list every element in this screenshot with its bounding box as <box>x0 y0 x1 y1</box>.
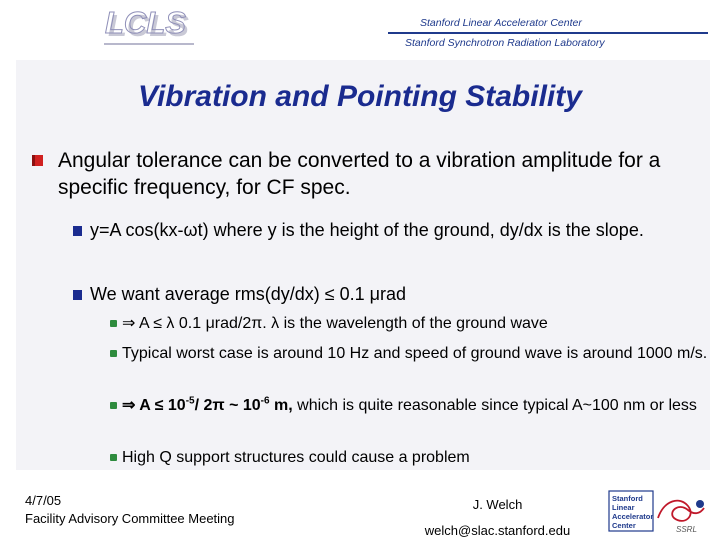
logo-line-1: Stanford <box>612 494 643 503</box>
logo-line-3: Accelerator <box>612 512 653 521</box>
slide-title: Vibration and Pointing Stability <box>138 80 582 113</box>
ssrl-swirl-icon <box>657 499 705 522</box>
bullet-level1: Angular tolerance can be converted to a … <box>32 147 698 201</box>
green-square-bullet-icon <box>110 402 117 409</box>
header-rule <box>388 32 708 34</box>
slac-ssrl-logo: Stanford Linear Accelerator Center SSRL <box>608 490 705 534</box>
footer-left: 4/7/05 Facility Advisory Committee Meeti… <box>25 492 235 528</box>
bullet-text: Typical worst case is around 10 Hz and s… <box>122 345 708 362</box>
lcls-logo-shadow: LCLS <box>108 8 189 43</box>
bullet-text: High Q support structures could cause a … <box>122 449 470 466</box>
footer-email: welch@slac.stanford.edu <box>424 523 571 538</box>
blue-square-bullet-icon <box>73 290 82 300</box>
formula-exponent-1: -5 <box>185 395 195 407</box>
content-background <box>16 60 710 470</box>
bullet-level2: We want average rms(dy/dx) ≤ 0.1 μrad <box>73 283 710 306</box>
bullet-text: y=A cos(kx-ωt) where y is the height of … <box>90 220 644 240</box>
bullet-text: Angular tolerance can be converted to a … <box>58 149 661 199</box>
bullet-level3: ⇒ A ≤ 10-5/ 2π ~ 10-6 m, which is quite … <box>110 395 712 417</box>
lcls-logo: LCLS LCLS <box>104 6 194 45</box>
green-square-bullet-icon <box>110 350 117 357</box>
bullet-text: ⇒ A ≤ λ 0.1 μrad/2π. λ is the wavelength… <box>122 315 548 332</box>
logo-line-2: Linear <box>612 503 635 512</box>
bullet-level3: Typical worst case is around 10 Hz and s… <box>110 343 712 365</box>
lab-name-ssrl: Stanford Synchrotron Radiation Laborator… <box>405 37 605 49</box>
formula-middle: / 2π ~ 10 <box>194 397 261 414</box>
logo-line-4: Center <box>612 521 636 530</box>
ssrl-text: SSRL <box>676 525 697 534</box>
formula-suffix: m, <box>269 397 293 414</box>
formula-prefix: ⇒ A ≤ 10 <box>122 397 186 414</box>
formula-comment: which is quite reasonable since typical … <box>292 397 697 414</box>
green-square-bullet-icon <box>110 320 117 327</box>
bullet-level3: High Q support structures could cause a … <box>110 447 712 469</box>
lcls-logo-text: LCLS <box>105 6 186 40</box>
footer-author-block: J. Welch welch@slac.stanford.edu <box>420 492 575 540</box>
bullet-level3: ⇒ A ≤ λ 0.1 μrad/2π. λ is the wavelength… <box>110 313 712 335</box>
blue-square-bullet-icon <box>73 226 82 236</box>
bullet-level2: y=A cos(kx-ωt) where y is the height of … <box>73 219 710 242</box>
footer-author: J. Welch <box>472 497 523 512</box>
ssrl-dot-icon <box>696 500 704 508</box>
red-square-bullet-icon <box>32 155 43 166</box>
formula-exponent-2: -6 <box>260 395 270 407</box>
lab-name-slac: Stanford Linear Accelerator Center <box>420 17 582 29</box>
footer-date: 4/7/05 <box>25 493 62 508</box>
green-square-bullet-icon <box>110 454 117 461</box>
header: LCLS LCLS Stanford Linear Accelerator Ce… <box>0 0 720 56</box>
footer-meeting: Facility Advisory Committee Meeting <box>25 511 235 526</box>
bullet-text: We want average rms(dy/dx) ≤ 0.1 μrad <box>90 284 407 304</box>
